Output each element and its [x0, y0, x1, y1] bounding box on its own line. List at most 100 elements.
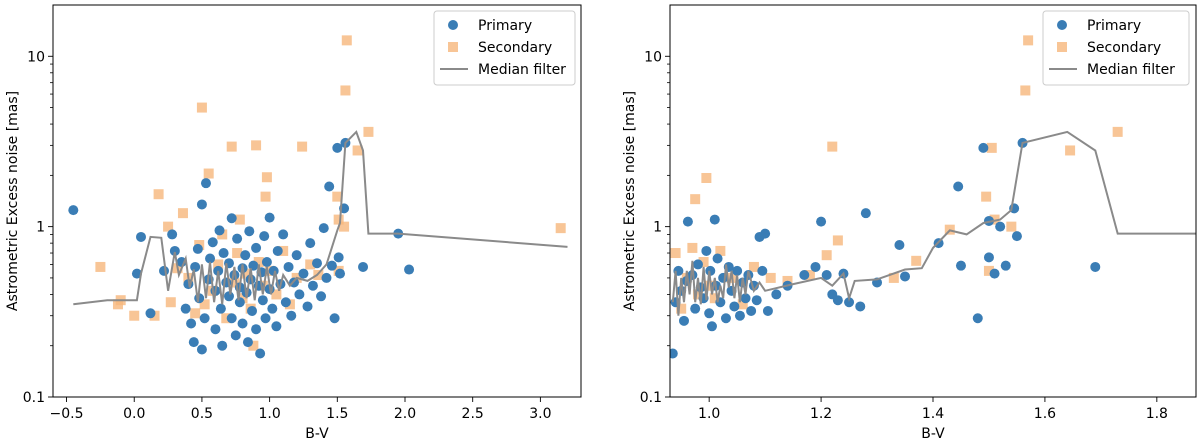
left-secondary-point: [129, 310, 140, 321]
left-primary-point: [167, 229, 178, 240]
right-secondary-point: [1065, 145, 1076, 156]
right-secondary-point: [676, 303, 687, 314]
left-primary-point: [226, 313, 237, 324]
left-x-tick-label: 2.5: [462, 406, 484, 422]
left-primary-point: [261, 257, 272, 268]
left-secondary-point: [333, 214, 344, 225]
right-primary-point: [682, 216, 693, 227]
left-primary-point: [244, 226, 255, 237]
left-secondary-point: [339, 221, 350, 232]
right-median-filter-line: [671, 130, 1196, 316]
left-secondary-point: [221, 313, 232, 324]
right-legend-median-label: Median filter: [1087, 62, 1175, 78]
right-primary-point: [955, 260, 966, 271]
right-secondary-point: [709, 293, 720, 304]
left-primary-point: [215, 303, 226, 314]
left-secondary-point: [213, 259, 224, 270]
left-secondary-point: [95, 261, 106, 272]
right-primary-point: [771, 289, 782, 300]
left-primary-point: [259, 231, 270, 242]
left-primary-point: [210, 324, 221, 335]
right-primary-point: [705, 265, 716, 276]
left-legend-box: [433, 10, 576, 86]
left-primary-point: [207, 237, 218, 248]
left-secondary-point: [340, 85, 351, 96]
left-primary-point: [237, 318, 248, 329]
right-primary-point: [810, 261, 821, 272]
right-legend-secondary-marker: [1057, 42, 1067, 52]
left-legend-primary-marker: [448, 20, 458, 30]
right-primary-point: [746, 305, 757, 316]
left-secondary-point: [163, 221, 174, 232]
left-median-filter-line: [73, 130, 568, 306]
left-secondary-point: [297, 141, 308, 152]
left-primary-point: [192, 243, 203, 254]
right-secondary-point: [804, 270, 815, 281]
right-primary-point: [799, 270, 810, 281]
right-secondary-point: [1112, 126, 1123, 137]
left-secondary-point: [278, 245, 289, 256]
right-y-tick-label: 0.1: [640, 390, 662, 406]
left-primary-point: [200, 178, 211, 189]
right-secondary-point: [698, 257, 709, 268]
right-primary-point: [762, 305, 773, 316]
left-legend-primary-label: Primary: [478, 18, 532, 34]
left-primary-point: [257, 295, 268, 306]
right-primary-point: [900, 271, 911, 282]
right-secondary-point: [748, 261, 759, 272]
right-secondary-point: [989, 214, 1000, 225]
left-x-tick-label: 0.5: [191, 406, 213, 422]
right-primary-point: [701, 245, 712, 256]
left-secondary-point: [153, 189, 164, 200]
right-secondary-point: [911, 255, 922, 266]
left-secondary-point: [341, 35, 352, 46]
left-primary-point: [251, 324, 262, 335]
left-primary-point: [358, 261, 369, 272]
right-secondary-point: [765, 272, 776, 283]
right-secondary-point: [1020, 85, 1031, 96]
left-primary-point: [307, 280, 318, 291]
left-secondary-point: [177, 208, 188, 219]
left-primary-point: [316, 291, 327, 302]
left-axes-frame: [52, 4, 582, 398]
left-primary-point: [321, 272, 332, 283]
left-x-axis-label: B-V: [305, 426, 329, 442]
left-secondary-point: [241, 268, 252, 279]
left-legend: Primary Secondary Median filter: [433, 10, 576, 86]
right-primary-point: [732, 265, 743, 276]
left-secondary-point: [234, 214, 245, 225]
right-primary-point: [712, 253, 723, 264]
left-primary-point: [294, 289, 305, 300]
left-primary-point: [318, 223, 329, 234]
right-secondary-point: [983, 265, 994, 276]
left-primary-point: [232, 233, 243, 244]
right-primary-point: [860, 208, 871, 219]
right-x-tick-label: 1.2: [810, 406, 832, 422]
left-primary-point: [260, 313, 271, 324]
right-primary-point: [709, 214, 720, 225]
left-primary-point: [196, 344, 207, 355]
left-primary-point: [332, 142, 343, 153]
left-x-tick-label: 3.0: [529, 406, 551, 422]
right-primary-point: [706, 321, 717, 332]
left-primary-point: [240, 250, 251, 261]
left-primary-point: [159, 265, 170, 276]
left-primary-point: [186, 318, 197, 329]
right-x-tick-label: 1.8: [1146, 406, 1168, 422]
right-primary-point: [978, 142, 989, 153]
left-primary-point: [312, 258, 322, 269]
right-legend: Primary Secondary Median filter: [1042, 10, 1190, 86]
left-legend-secondary-marker: [448, 42, 458, 52]
right-primary-point: [983, 252, 994, 263]
left-primary-point: [217, 340, 228, 351]
left-primary-point: [247, 305, 258, 316]
left-secondary-point: [232, 248, 243, 259]
left-primary-point: [291, 250, 302, 261]
left-secondary-point: [332, 191, 343, 202]
left-secondary-point: [229, 277, 240, 288]
right-secondary-point: [737, 299, 748, 310]
left-primary-point: [169, 245, 180, 256]
left-secondary-point: [203, 168, 214, 179]
left-y-tick-label: 1: [36, 220, 45, 236]
